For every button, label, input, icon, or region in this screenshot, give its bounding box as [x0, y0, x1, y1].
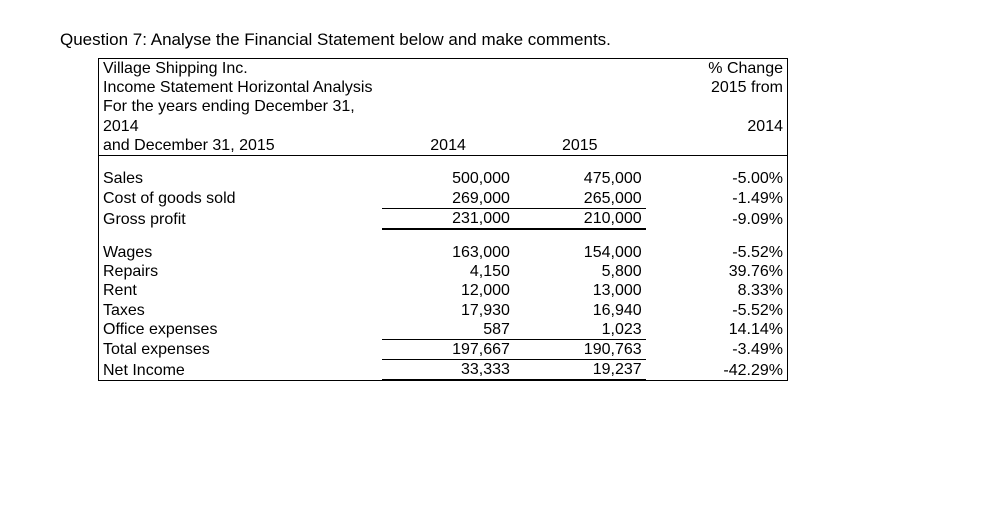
row-label: Office expenses: [99, 320, 383, 340]
cell-2015: 13,000: [514, 281, 646, 300]
hdr-years-1: For the years ending December 31, 2014: [99, 97, 383, 135]
cell-2015: 190,763: [514, 339, 646, 359]
hdr-col-2015: 2015: [514, 136, 646, 156]
financial-table-wrap: Village Shipping Inc. % Change Income St…: [98, 58, 788, 381]
cell-2015: 5,800: [514, 262, 646, 281]
question-text: Question 7: Analyse the Financial Statem…: [60, 30, 927, 50]
cell-2014: 500,000: [382, 169, 514, 188]
cell-2015: 1,023: [514, 320, 646, 340]
hdr-col-2014: 2014: [382, 136, 514, 156]
cell-2015: 154,000: [514, 243, 646, 262]
cell-2014: 197,667: [382, 339, 514, 359]
cell-pct: -5.52%: [646, 301, 788, 320]
cell-2014: 269,000: [382, 189, 514, 209]
cell-2015: 19,237: [514, 360, 646, 381]
row-label: Total expenses: [99, 339, 383, 359]
financial-table: Village Shipping Inc. % Change Income St…: [98, 58, 788, 381]
row-label: Taxes: [99, 301, 383, 320]
row-label: Rent: [99, 281, 383, 300]
row-label: Wages: [99, 243, 383, 262]
cell-pct: -3.49%: [646, 339, 788, 359]
table-row: Office expenses 587 1,023 14.14%: [99, 320, 788, 340]
cell-pct: -5.00%: [646, 169, 788, 188]
row-label: Gross profit: [99, 208, 383, 229]
cell-2014: 33,333: [382, 360, 514, 381]
row-label: Repairs: [99, 262, 383, 281]
cell-2014: 231,000: [382, 208, 514, 229]
cell-2015: 475,000: [514, 169, 646, 188]
cell-pct: 8.33%: [646, 281, 788, 300]
cell-pct: -1.49%: [646, 189, 788, 209]
row-label: Cost of goods sold: [99, 189, 383, 209]
hdr-company: Village Shipping Inc.: [99, 59, 383, 79]
table-row: Taxes 17,930 16,940 -5.52%: [99, 301, 788, 320]
cell-pct: 39.76%: [646, 262, 788, 281]
cell-2015: 210,000: [514, 208, 646, 229]
hdr-years-2: and December 31, 2015: [99, 136, 383, 156]
hdr-pct-1: % Change: [646, 59, 788, 79]
cell-2014: 4,150: [382, 262, 514, 281]
table-row: Net Income 33,333 19,237 -42.29%: [99, 360, 788, 381]
hdr-pct-2: 2015 from: [646, 78, 788, 97]
cell-2014: 587: [382, 320, 514, 340]
cell-pct: -5.52%: [646, 243, 788, 262]
hdr-pct-3: 2014: [646, 97, 788, 135]
hdr-title: Income Statement Horizontal Analysis: [99, 78, 383, 97]
row-label: Net Income: [99, 360, 383, 381]
cell-2014: 163,000: [382, 243, 514, 262]
cell-2015: 16,940: [514, 301, 646, 320]
table-row: Repairs 4,150 5,800 39.76%: [99, 262, 788, 281]
table-row: Sales 500,000 475,000 -5.00%: [99, 169, 788, 188]
table-row: Cost of goods sold 269,000 265,000 -1.49…: [99, 189, 788, 209]
table-row: Total expenses 197,667 190,763 -3.49%: [99, 339, 788, 359]
cell-2015: 265,000: [514, 189, 646, 209]
table-row: Rent 12,000 13,000 8.33%: [99, 281, 788, 300]
row-label: Sales: [99, 169, 383, 188]
cell-2014: 12,000: [382, 281, 514, 300]
cell-pct: 14.14%: [646, 320, 788, 340]
table-row: Gross profit 231,000 210,000 -9.09%: [99, 208, 788, 229]
cell-2014: 17,930: [382, 301, 514, 320]
table-row: Wages 163,000 154,000 -5.52%: [99, 243, 788, 262]
cell-pct: -9.09%: [646, 208, 788, 229]
cell-pct: -42.29%: [646, 360, 788, 381]
